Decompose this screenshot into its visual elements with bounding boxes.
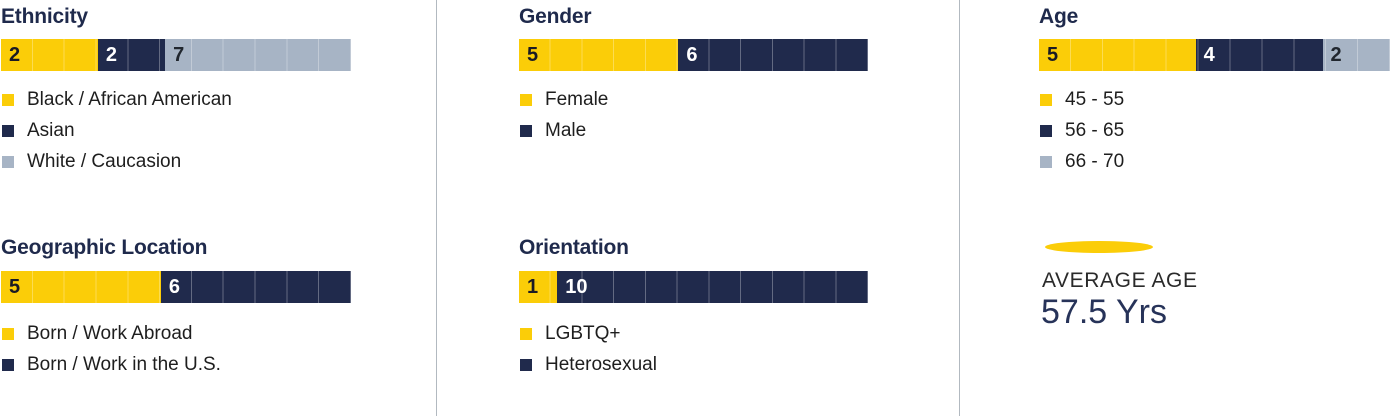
legend-swatch xyxy=(520,93,532,106)
legend-label: Male xyxy=(545,119,587,141)
legend-swatch xyxy=(2,327,14,340)
average-age-value: 57.5 Yrs xyxy=(1041,293,1168,331)
bar-segment-value: 5 xyxy=(527,44,539,66)
geographic-location-bar: 5 6 xyxy=(1,271,351,303)
legend-label: Asian xyxy=(27,119,75,141)
column-ethnicity-geographic: Ethnicity 2 2 7 Black / African American… xyxy=(1,0,351,416)
bar-segment-value: 5 xyxy=(9,276,21,298)
bar-segment-value: 1 xyxy=(527,276,539,298)
age-legend: 45 - 55 56 - 65 66 - 70 xyxy=(1040,84,1124,177)
bar-segment-value: 10 xyxy=(565,276,588,298)
average-age-label: AVERAGE AGE xyxy=(1042,269,1198,292)
legend-label: Born / Work in the U.S. xyxy=(27,353,221,375)
legend-swatch xyxy=(2,155,14,168)
bar-segment-value: 5 xyxy=(1047,44,1059,66)
legend-label: 66 - 70 xyxy=(1065,150,1125,172)
legend-item: 56 - 65 xyxy=(1040,115,1124,146)
column-divider xyxy=(436,0,437,416)
bar-segment: 5 xyxy=(1,271,161,303)
gender-title: Gender xyxy=(519,5,592,28)
legend-swatch xyxy=(1040,155,1052,168)
legend-label: White / Caucasion xyxy=(27,150,182,172)
legend-label: 45 - 55 xyxy=(1065,88,1125,110)
legend-item: Born / Work Abroad xyxy=(2,318,221,349)
legend-label: 56 - 65 xyxy=(1065,119,1125,141)
bar-segment-value: 2 xyxy=(9,44,21,66)
column-age-average: Age 5 4 2 45 - 55 56 - 65 66 - 70 AVERAG… xyxy=(1039,0,1390,416)
orientation-title: Orientation xyxy=(519,236,629,259)
orientation-legend: LGBTQ+ Heterosexual xyxy=(520,318,657,380)
legend-item: White / Caucasion xyxy=(2,146,232,177)
bar-segment: 6 xyxy=(678,39,868,71)
geographic-location-legend: Born / Work Abroad Born / Work in the U.… xyxy=(2,318,221,380)
legend-label: Born / Work Abroad xyxy=(27,322,193,344)
ethnicity-legend: Black / African American Asian White / C… xyxy=(2,84,232,177)
legend-item: Black / African American xyxy=(2,84,232,115)
bar-segment-value: 2 xyxy=(1330,44,1342,66)
bar-segment: 7 xyxy=(165,39,351,71)
legend-swatch xyxy=(1040,124,1052,137)
orientation-bar: 1 10 xyxy=(519,271,868,303)
bar-segment: 2 xyxy=(1322,39,1390,71)
ethnicity-title: Ethnicity xyxy=(1,5,88,28)
legend-swatch xyxy=(2,358,14,371)
legend-item: 66 - 70 xyxy=(1040,146,1124,177)
legend-label: Black / African American xyxy=(27,88,232,110)
legend-swatch xyxy=(520,124,532,137)
legend-item: Asian xyxy=(2,115,232,146)
age-title: Age xyxy=(1039,5,1079,28)
legend-label: LGBTQ+ xyxy=(545,322,621,344)
bar-segment-value: 6 xyxy=(168,276,180,298)
geographic-location-title: Geographic Location xyxy=(1,236,208,259)
legend-swatch xyxy=(520,327,532,340)
bar-segment-value: 7 xyxy=(173,44,185,66)
legend-label: Heterosexual xyxy=(545,353,657,375)
legend-swatch xyxy=(1040,93,1052,106)
bar-segment: 5 xyxy=(1039,39,1196,71)
legend-item: Heterosexual xyxy=(520,349,657,380)
bar-segment: 2 xyxy=(97,39,166,71)
column-divider xyxy=(959,0,960,416)
gender-legend: Female Male xyxy=(520,84,608,146)
bar-segment: 6 xyxy=(160,271,351,303)
average-age-oval-graphic xyxy=(1045,241,1153,253)
bar-segment: 1 xyxy=(519,271,558,303)
legend-item: 45 - 55 xyxy=(1040,84,1124,115)
legend-item: Female xyxy=(520,84,608,115)
legend-swatch xyxy=(2,93,14,106)
ethnicity-bar: 2 2 7 xyxy=(1,39,351,71)
bar-segment-value: 4 xyxy=(1203,44,1215,66)
gender-bar: 5 6 xyxy=(519,39,868,71)
legend-swatch xyxy=(2,124,14,137)
legend-swatch xyxy=(520,358,532,371)
legend-item: Male xyxy=(520,115,608,146)
legend-item: Born / Work in the U.S. xyxy=(2,349,221,380)
legend-item: LGBTQ+ xyxy=(520,318,657,349)
bar-segment-value: 2 xyxy=(105,44,118,66)
bar-segment-value: 6 xyxy=(686,44,698,66)
legend-label: Female xyxy=(545,88,609,110)
bar-segment: 5 xyxy=(519,39,679,71)
column-gender-orientation: Gender 5 6 Female Male Orientation 1 10 … xyxy=(519,0,868,416)
bar-segment: 4 xyxy=(1195,39,1323,71)
bar-segment: 2 xyxy=(1,39,98,71)
bar-segment: 10 xyxy=(557,271,868,303)
age-bar: 5 4 2 xyxy=(1039,39,1390,71)
